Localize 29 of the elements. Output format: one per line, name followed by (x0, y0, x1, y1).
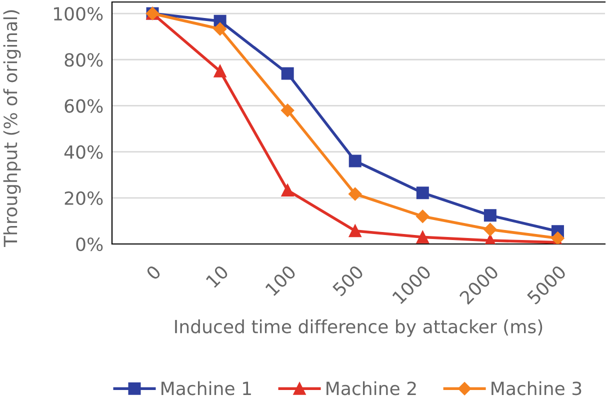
legend-label: Machine 3 (492, 381, 582, 396)
point (281, 184, 294, 197)
x-axis-title: Induced time difference by attacker (ms) (175, 319, 542, 337)
y-tick-label: 0% (76, 237, 103, 252)
point (551, 232, 564, 244)
y-tick-label: 60% (64, 99, 103, 113)
legend-label: Machine 1 (162, 381, 251, 396)
x-tick-label: 10 (205, 264, 230, 288)
point (213, 22, 227, 36)
y-tick-label: 40% (64, 145, 103, 159)
point (416, 210, 430, 223)
x-tick-label: 0 (145, 264, 162, 281)
x-tick-label: 500 (332, 264, 364, 297)
point (416, 230, 429, 244)
point (348, 224, 362, 238)
y-tick-label: 100% (54, 6, 103, 21)
point (348, 154, 362, 168)
y-tick-label: 80% (64, 53, 103, 67)
point (214, 64, 226, 78)
y-tick-label: 20% (64, 191, 103, 206)
point (348, 187, 362, 201)
point (281, 67, 294, 80)
point (484, 209, 496, 222)
x-tick-label: 100 (264, 264, 297, 296)
y-axis-title: Throughput (% of original) (3, 10, 21, 247)
point (484, 222, 497, 236)
legend-label: Machine 2 (326, 381, 416, 396)
point (416, 186, 429, 200)
point (281, 104, 294, 117)
